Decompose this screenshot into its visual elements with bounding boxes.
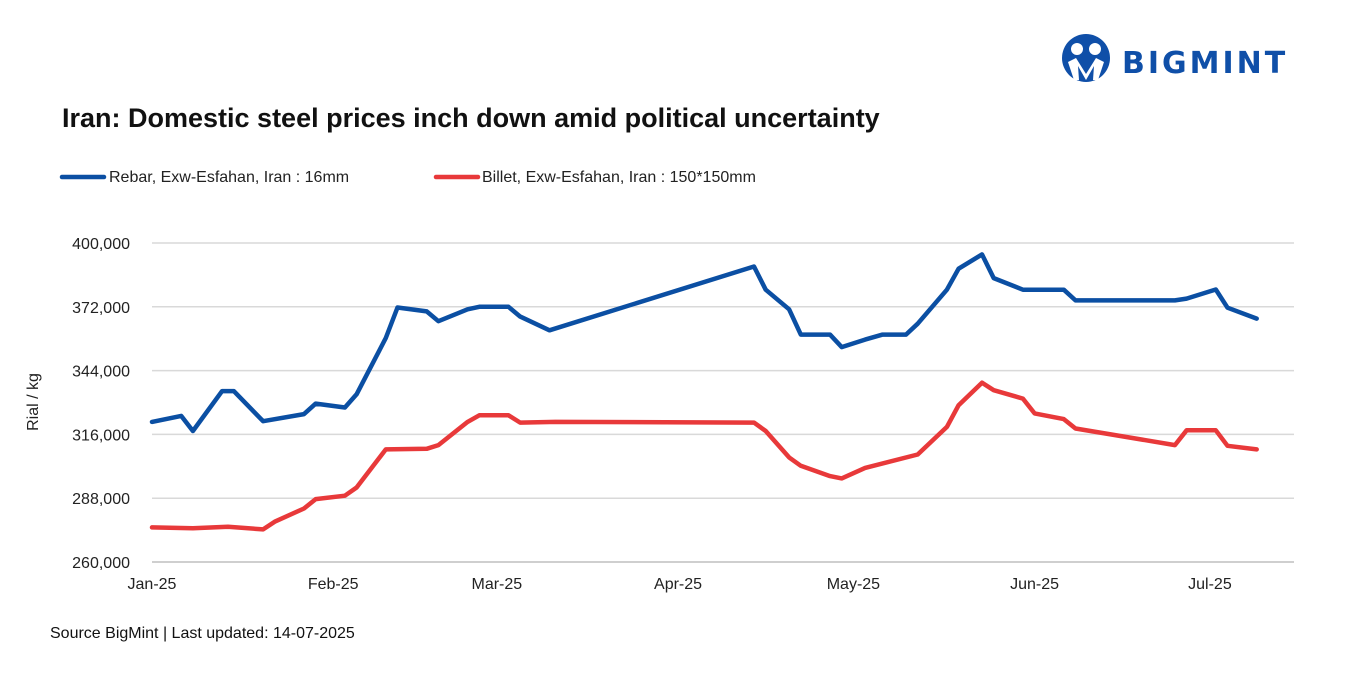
- legend-label-rebar: Rebar, Exw-Esfahan, Iran : 16mm: [109, 169, 349, 186]
- x-tick-label: May-25: [827, 576, 880, 593]
- y-axis-title: Rial / kg: [25, 373, 42, 431]
- logo-text: BIGMINT: [1122, 46, 1288, 81]
- billet-series-line: [149, 380, 1259, 532]
- chart-title: Iran: Domestic steel prices inch down am…: [62, 103, 880, 133]
- x-tick-label: Jan-25: [128, 576, 177, 593]
- y-tick-label: 316,000: [72, 427, 130, 444]
- y-tick-label: 400,000: [72, 236, 130, 253]
- source-note: Source BigMint | Last updated: 14-07-202…: [50, 625, 355, 642]
- legend-label-billet: Billet, Exw-Esfahan, Iran : 150*150mm: [482, 169, 756, 186]
- y-tick-label: 372,000: [72, 300, 130, 317]
- bigmint-logo: BIGMINT: [1062, 34, 1288, 82]
- y-tick-label: 260,000: [72, 555, 130, 572]
- x-tick-label: Feb-25: [308, 576, 359, 593]
- rebar-series-line: [149, 252, 1259, 434]
- x-tick-label: Mar-25: [472, 576, 523, 593]
- logo-figure-right-icon: [1089, 43, 1101, 55]
- x-tick-label: Jun-25: [1010, 576, 1059, 593]
- legend: Rebar, Exw-Esfahan, Iran : 16mm Billet, …: [59, 169, 756, 186]
- x-tick-label: Jul-25: [1188, 576, 1232, 593]
- logo-figures-body-icon: [1068, 58, 1104, 80]
- y-tick-label: 344,000: [72, 364, 130, 381]
- y-tick-label: 288,000: [72, 491, 130, 508]
- x-tick-label: Apr-25: [654, 576, 702, 593]
- logo-figure-left-icon: [1071, 43, 1083, 55]
